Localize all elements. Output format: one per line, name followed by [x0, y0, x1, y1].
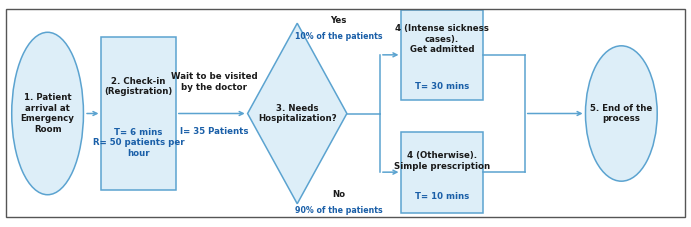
Ellipse shape	[12, 32, 84, 195]
FancyBboxPatch shape	[102, 37, 176, 190]
Text: 4 (Otherwise).
Simple prescription: 4 (Otherwise). Simple prescription	[394, 151, 490, 171]
Text: 1. Patient
arrival at
Emergency
Room: 1. Patient arrival at Emergency Room	[21, 93, 75, 134]
Text: T= 30 mins: T= 30 mins	[415, 82, 469, 91]
Text: Wait to be visited
by the doctor: Wait to be visited by the doctor	[171, 72, 258, 92]
Text: T= 10 mins: T= 10 mins	[415, 192, 469, 202]
FancyBboxPatch shape	[401, 132, 483, 213]
Text: 10% of the patients: 10% of the patients	[295, 32, 382, 41]
Text: 4 (Intense sickness
cases).
Get admitted: 4 (Intense sickness cases). Get admitted	[395, 24, 489, 54]
Text: 2. Check-in
(Registration): 2. Check-in (Registration)	[104, 76, 173, 96]
Ellipse shape	[585, 46, 657, 181]
Text: No: No	[332, 190, 346, 199]
Polygon shape	[247, 23, 347, 204]
FancyBboxPatch shape	[401, 10, 483, 100]
Text: 5. End of the
process: 5. End of the process	[590, 104, 652, 123]
Text: I= 35 Patients: I= 35 Patients	[180, 127, 249, 136]
Text: 3. Needs
Hospitalization?: 3. Needs Hospitalization?	[258, 104, 337, 123]
Text: T= 6 mins
R= 50 patients per
hour: T= 6 mins R= 50 patients per hour	[93, 128, 184, 158]
Text: 90% of the patients: 90% of the patients	[295, 206, 382, 215]
Text: Yes: Yes	[330, 17, 347, 25]
